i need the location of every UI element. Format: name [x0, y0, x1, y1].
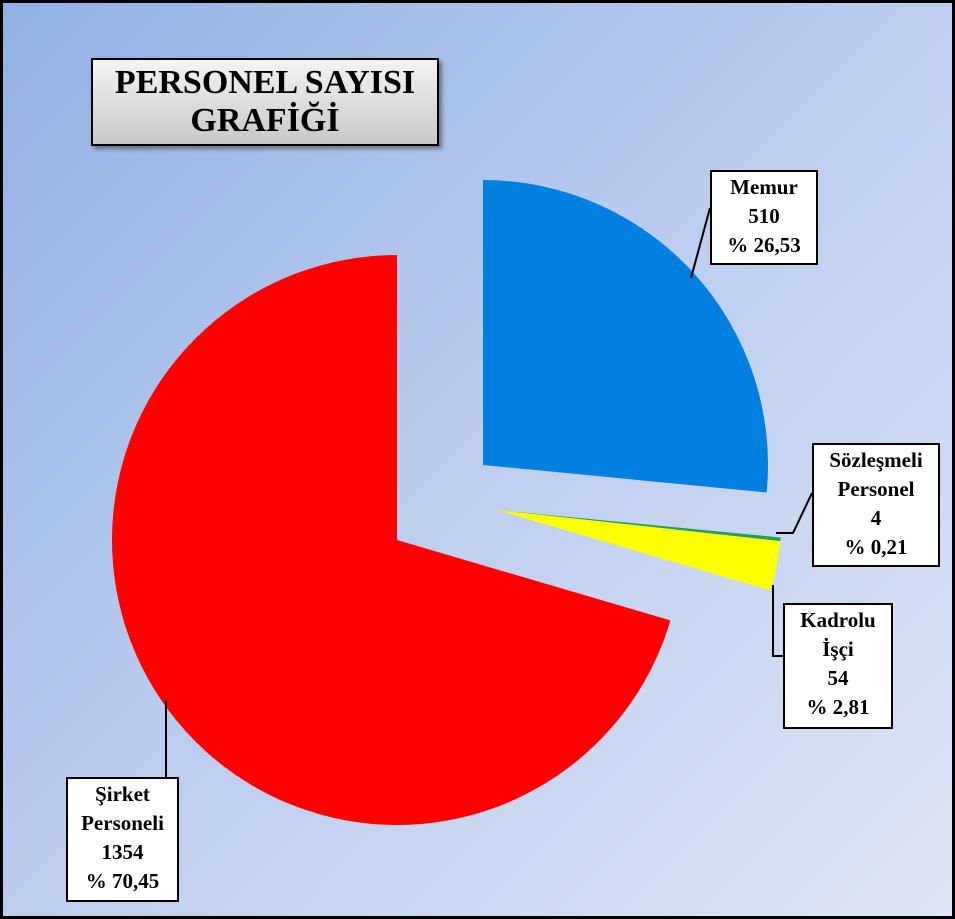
- slice-label: Memur 510 % 26,53: [710, 170, 818, 265]
- leader-line: [776, 492, 813, 534]
- label-line: 4: [870, 506, 882, 530]
- chart-title: PERSONEL SAYISI GRAFİĞİ: [91, 58, 439, 146]
- label-line: % 70,45: [85, 869, 160, 893]
- label-line: 54: [827, 666, 849, 690]
- leader-line: [690, 207, 711, 279]
- label-line: 510: [748, 204, 780, 228]
- pie-slice: [497, 510, 781, 542]
- label-line: Kadrolu İşçi: [800, 608, 876, 661]
- pie-slice: [112, 255, 671, 826]
- label-line: Memur: [730, 175, 798, 199]
- slice-label: Kadrolu İşçi 54 % 2,81: [783, 603, 893, 729]
- slice-label: Şirket Personeli 1354 % 70,45: [66, 777, 179, 902]
- label-line: % 0,21: [844, 535, 908, 559]
- label-line: % 26,53: [727, 233, 801, 257]
- pie-slice: [497, 510, 781, 591]
- pie-area: [112, 180, 813, 826]
- label-line: Sözleşmeli Personel: [829, 448, 923, 501]
- slice-label: Sözleşmeli Personel 4 % 0,21: [812, 443, 940, 567]
- label-line: Şirket Personeli: [81, 782, 164, 835]
- leader-line: [772, 585, 783, 657]
- label-line: % 2,81: [806, 695, 870, 719]
- label-line: 1354: [101, 840, 144, 864]
- pie-slice: [483, 180, 768, 493]
